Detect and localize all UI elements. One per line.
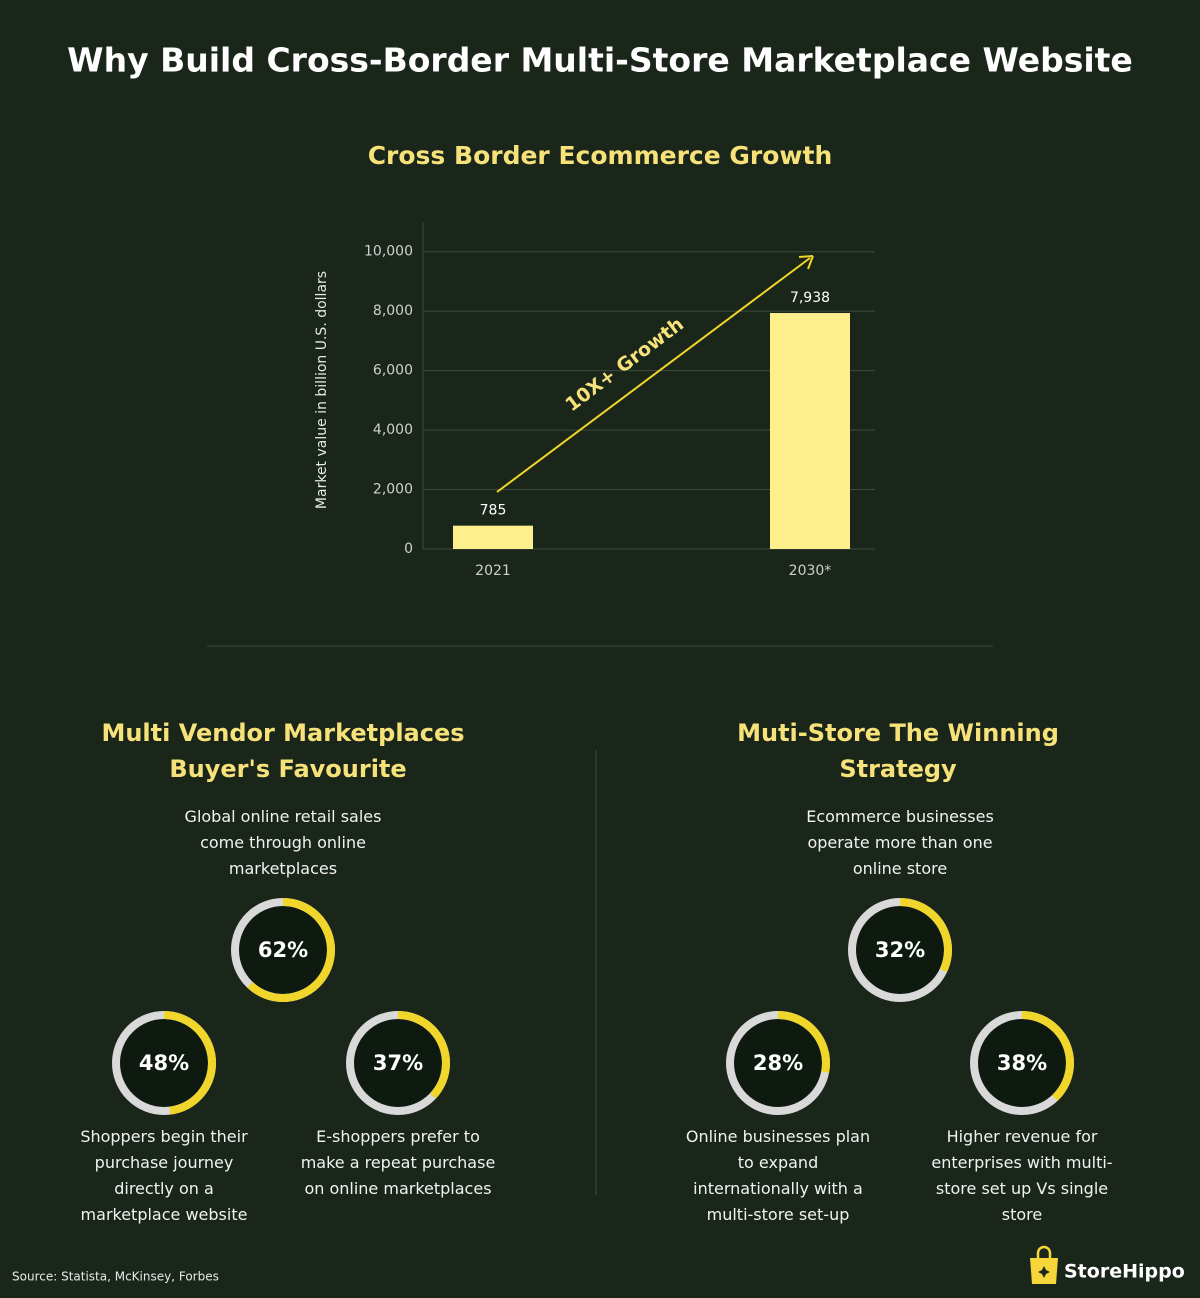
value-label: 785 (480, 503, 507, 519)
donut-arc (848, 898, 952, 1002)
donut-arc (112, 1011, 216, 1115)
y-tick-label: 6,000 (373, 363, 413, 379)
x-tick-label: 2021 (475, 563, 511, 579)
donut-arc (726, 1011, 830, 1115)
donut-center (856, 906, 944, 994)
donut-center (239, 906, 327, 994)
donut-center (354, 1019, 442, 1107)
caption: Global online retail sales come through … (184, 807, 382, 878)
y-tick-label: 0 (404, 541, 413, 557)
y-tick-label: 8,000 (373, 303, 413, 319)
donut-label: 62% (258, 938, 308, 962)
caption: E-shoppers prefer to make a repeat purch… (300, 1127, 496, 1198)
y-tick-label: 10,000 (364, 244, 413, 260)
caption: Shoppers begin their purchase journey di… (80, 1127, 248, 1224)
y-axis-label: Market value in billion U.S. dollars (314, 271, 330, 509)
donut-label: 32% (875, 938, 925, 962)
page-title: Why Build Cross-Border Multi-Store Marke… (67, 41, 1133, 80)
arrow-head (798, 255, 814, 270)
donut-arc (346, 1011, 450, 1115)
brand-logo (1030, 1245, 1058, 1284)
section-title: Strategy (839, 755, 957, 783)
caption: Ecommerce businesses operate more than o… (806, 807, 994, 878)
section-title: Buyer's Favourite (169, 755, 406, 783)
donut-center (734, 1019, 822, 1107)
donut-label: 28% (753, 1051, 803, 1075)
donut-label: 38% (997, 1051, 1047, 1075)
donut-center (978, 1019, 1066, 1107)
donut-center (120, 1019, 208, 1107)
donut-label: 48% (139, 1051, 189, 1075)
section-title: Multi Vendor Marketplaces (101, 719, 464, 747)
x-tick-label: 2030* (789, 563, 832, 579)
bar (453, 525, 533, 549)
y-tick-label: 4,000 (373, 422, 413, 438)
source: Source: Statista, McKinsey, Forbes (12, 1270, 219, 1284)
chart-title: Cross Border Ecommerce Growth (368, 141, 833, 170)
bar (770, 313, 850, 549)
caption: Higher revenue for enterprises with mult… (931, 1127, 1113, 1224)
growth-arrow (496, 257, 811, 493)
value-label: 7,938 (790, 290, 830, 306)
section-title: Muti-Store The Winning (737, 719, 1059, 747)
brand: StoreHippo (1064, 1261, 1185, 1283)
donut-arc (231, 898, 335, 1002)
donut-label: 37% (373, 1051, 423, 1075)
y-tick-label: 2,000 (373, 482, 413, 498)
donut-arc (970, 1011, 1074, 1115)
caption: Online businesses plan to expand interna… (685, 1127, 871, 1224)
